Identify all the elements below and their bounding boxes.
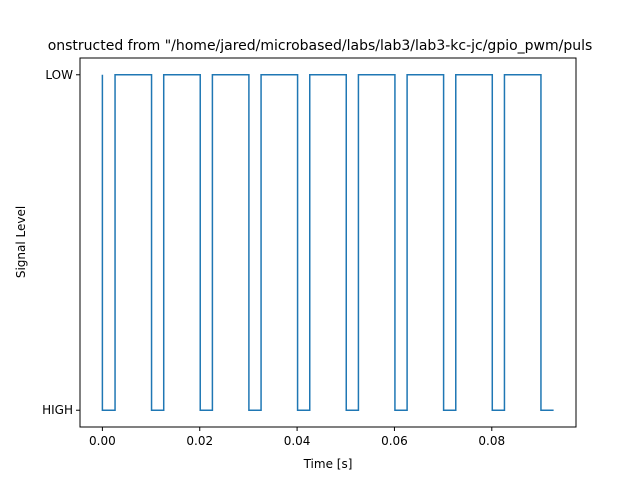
x-tick-label: 0.04: [284, 434, 311, 448]
x-tick-label: 0.08: [478, 434, 505, 448]
y-axis: HIGH LOW: [42, 68, 80, 417]
y-tick-label: HIGH: [42, 403, 73, 417]
chart-title: onstructed from "/home/jared/microbased/…: [48, 38, 593, 54]
x-tick-label: 0.00: [89, 434, 116, 448]
series-line-0: [101, 74, 554, 411]
x-axis: 0.00 0.02 0.04 0.06 0.08: [89, 427, 505, 448]
y-tick-label: LOW: [45, 68, 73, 82]
x-axis-label: Time [s]: [303, 457, 353, 471]
plot-area: [101, 74, 554, 411]
y-axis-label: Signal Level: [14, 206, 28, 278]
x-tick-label: 0.06: [381, 434, 408, 448]
x-tick-label: 0.02: [186, 434, 213, 448]
axes-frame: [79, 57, 577, 428]
